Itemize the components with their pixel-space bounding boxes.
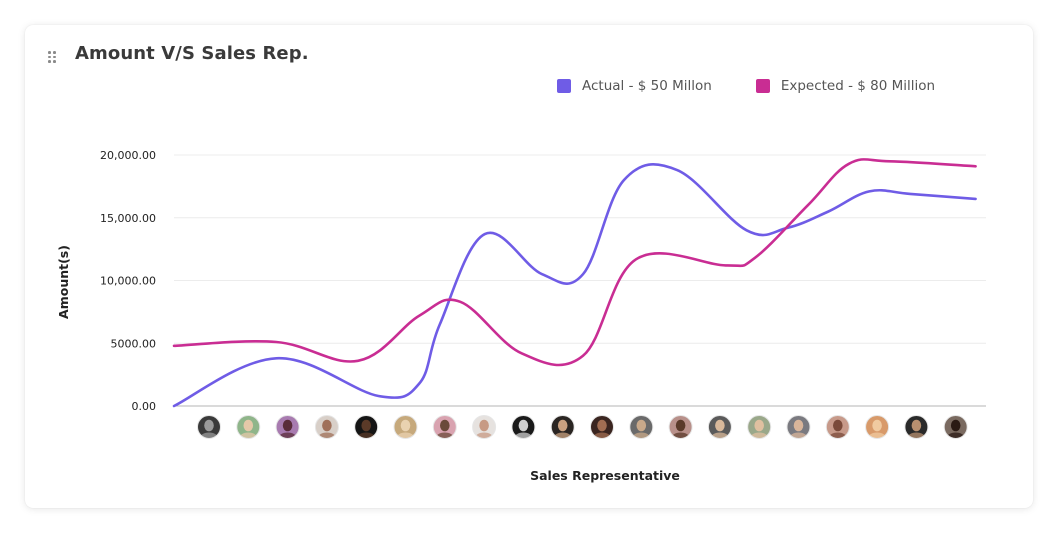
legend-swatch-actual [557, 79, 571, 93]
x-tick-avatars [197, 415, 968, 444]
avatar[interactable] [786, 415, 811, 444]
y-tick-label: 5000.00 [111, 337, 157, 350]
y-tick-label: 10,000.00 [100, 275, 156, 288]
avatar[interactable] [314, 415, 339, 444]
avatar[interactable] [354, 415, 379, 444]
avatar[interactable] [550, 415, 575, 444]
avatar[interactable] [825, 415, 850, 444]
avatar[interactable] [472, 415, 497, 444]
y-tick-label: 15,000.00 [100, 212, 156, 225]
avatar[interactable] [707, 415, 732, 444]
y-tick-labels: 0.00 5000.00 10,000.00 15,000.00 20,000.00 [100, 149, 156, 413]
legend-item-actual[interactable]: Actual - $ 50 Millon [557, 78, 712, 94]
y-tick-label: 0.00 [132, 400, 157, 413]
y-tick-label: 20,000.00 [100, 149, 156, 162]
avatar[interactable] [904, 415, 929, 444]
y-axis-title: Amount(s) [56, 245, 71, 319]
series-lines [172, 158, 977, 408]
legend-swatch-expected [755, 79, 770, 93]
avatar[interactable] [432, 415, 457, 444]
chart-title: Amount V/S Sales Rep. [75, 43, 309, 64]
avatar[interactable] [236, 415, 261, 444]
avatar[interactable] [747, 415, 772, 444]
avatar[interactable] [668, 415, 693, 444]
legend-label-expected: Expected - $ 80 Million [780, 78, 936, 94]
series-line-expected [172, 158, 977, 367]
drag-handle-icon[interactable] [48, 51, 58, 63]
grid-lines [174, 154, 986, 344]
avatar[interactable] [590, 415, 614, 444]
avatar[interactable] [197, 415, 221, 444]
avatar[interactable] [393, 415, 418, 444]
avatar[interactable] [275, 415, 300, 444]
avatar[interactable] [943, 415, 968, 444]
series-line-actual [172, 163, 977, 408]
avatar[interactable] [511, 415, 536, 444]
avatar[interactable] [865, 415, 890, 444]
legend-label-actual: Actual - $ 50 Millon [582, 78, 712, 94]
avatar[interactable] [629, 415, 654, 444]
legend-item-expected[interactable]: Expected - $ 80 Million [755, 78, 936, 94]
chart-legend: Actual - $ 50 Millon Expected - $ 80 Mil… [557, 78, 935, 94]
x-axis-title: Sales Representative [530, 468, 680, 483]
